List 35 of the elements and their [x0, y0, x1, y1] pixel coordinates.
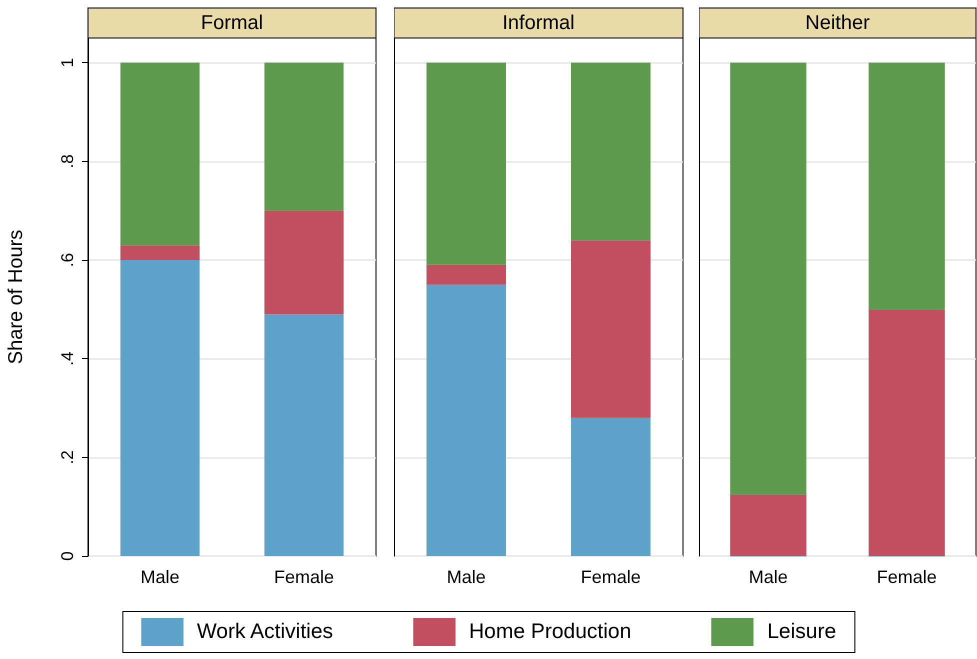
bar: [730, 494, 806, 556]
bar: [120, 260, 200, 556]
bar: [571, 62, 650, 240]
x-tick-label: Male: [446, 567, 486, 587]
x-tick-label: Female: [274, 567, 334, 587]
y-tick-label: .4: [58, 352, 77, 366]
bar: [426, 62, 506, 265]
y-tick-label: 0: [58, 551, 77, 561]
bar: [571, 418, 650, 556]
legend-label: Work Activities: [196, 620, 334, 644]
chart-title: Formal: [200, 12, 264, 34]
bar: [426, 264, 506, 285]
chart-title: Neither: [805, 12, 870, 34]
y-tick-label: .2: [58, 450, 77, 464]
x-tick-label: Female: [580, 567, 641, 587]
y-tick-label: .6: [58, 252, 77, 268]
bar: [426, 284, 506, 556]
y-axis-title: Share of Hours: [5, 230, 27, 364]
bar: [264, 62, 344, 211]
y-tick-label: 1: [58, 58, 77, 68]
x-tick-label: Female: [876, 567, 937, 587]
y-tick-label: .8: [58, 154, 77, 168]
bar: [120, 62, 200, 246]
bar: [264, 210, 344, 314]
chart-title: Informal: [502, 12, 575, 34]
x-tick-label: Male: [140, 567, 180, 587]
bar: [868, 309, 945, 556]
legend-label: Leisure: [767, 620, 836, 644]
bar: [868, 62, 945, 310]
bar: [120, 245, 200, 260]
legend-label: Home Production: [469, 620, 632, 644]
x-tick-label: Male: [748, 567, 788, 587]
bar: [264, 314, 344, 556]
bar: [571, 240, 650, 418]
bar: [730, 62, 806, 494]
